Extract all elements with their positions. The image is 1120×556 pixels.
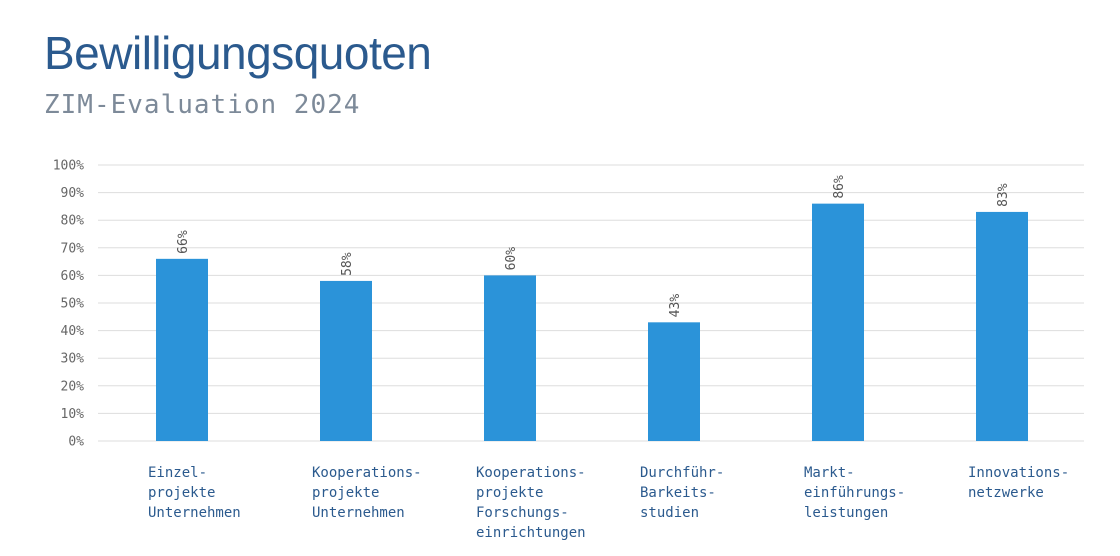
y-tick-label: 60% bbox=[61, 269, 85, 284]
x-category-label: Innovations-netzwerke bbox=[968, 465, 1069, 501]
bar bbox=[484, 275, 536, 441]
x-category-label-line: Markt- bbox=[804, 465, 855, 481]
y-tick-label: 90% bbox=[61, 186, 85, 201]
x-category-label: Einzel-projekte Unternehmen bbox=[148, 465, 241, 521]
y-tick-label: 30% bbox=[61, 352, 85, 367]
x-category-label: Durchführ- Barkeits-studien bbox=[640, 465, 724, 521]
bar bbox=[648, 322, 700, 441]
x-category-label-line: einführungs- bbox=[804, 485, 905, 501]
gridlines bbox=[98, 164, 1084, 442]
x-category-label-line: Unternehmen bbox=[148, 505, 241, 521]
y-tick-label: 10% bbox=[61, 407, 85, 422]
y-tick-label: 40% bbox=[61, 324, 85, 339]
x-category-label-line: Innovations- bbox=[968, 465, 1069, 481]
bar bbox=[156, 258, 208, 441]
y-axis-ticks: 0% 10% 20% 30% 40% 50% 60% 70% 80% 90% 100% bbox=[53, 159, 84, 450]
y-tick-label: 80% bbox=[61, 214, 85, 229]
x-category-label-line: einrichtungen bbox=[476, 525, 586, 541]
x-category-label-line: Kooperations- bbox=[312, 465, 422, 481]
x-category-label-line: projekte bbox=[312, 485, 379, 501]
x-category-label: Kooperations-projekte Unternehmen bbox=[312, 465, 422, 521]
x-category-label-line: Unternehmen bbox=[312, 505, 405, 521]
bar-value-label: 60% bbox=[504, 247, 519, 271]
bar-value-label: 83% bbox=[996, 183, 1011, 207]
x-category-label-line: projekte bbox=[148, 485, 215, 501]
x-axis-labels: Einzel-projekte UnternehmenKooperations-p… bbox=[148, 465, 1069, 541]
value-labels: 66% 58% 60% 43% 86% 83% bbox=[176, 175, 1011, 317]
x-category-label-line: Barkeits- bbox=[640, 485, 716, 501]
x-category-label-line: Durchführ- bbox=[640, 465, 724, 481]
bar-value-label: 43% bbox=[668, 294, 683, 318]
x-category-label: Markt-einführungs-leistungen bbox=[804, 465, 905, 521]
bar-value-label: 66% bbox=[176, 230, 191, 254]
y-tick-label: 50% bbox=[61, 297, 85, 312]
x-category-label-line: studien bbox=[640, 505, 699, 521]
x-category-label-line: Kooperations- bbox=[476, 465, 586, 481]
bar-value-label: 86% bbox=[832, 175, 847, 199]
bar bbox=[976, 211, 1028, 441]
bar bbox=[812, 203, 864, 441]
x-category-label-line: netzwerke bbox=[968, 485, 1044, 501]
x-category-label: Kooperations-projekte Forschungs-einricht… bbox=[476, 465, 586, 541]
y-tick-label: 100% bbox=[53, 159, 84, 174]
bar-value-label: 58% bbox=[340, 252, 355, 276]
chart-title: Bewilligungsquoten bbox=[44, 27, 432, 79]
x-category-label-line: leistungen bbox=[804, 505, 888, 521]
x-category-label-line: projekte bbox=[476, 485, 543, 501]
x-category-label-line: Einzel- bbox=[148, 465, 207, 481]
chart-subtitle: ZIM-Evaluation 2024 bbox=[44, 90, 361, 120]
bars bbox=[156, 203, 1028, 441]
y-tick-label: 20% bbox=[61, 379, 85, 394]
y-tick-label: 70% bbox=[61, 241, 85, 256]
y-tick-label: 0% bbox=[68, 435, 84, 450]
x-category-label-line: Forschungs- bbox=[476, 505, 569, 521]
bar bbox=[320, 280, 372, 441]
